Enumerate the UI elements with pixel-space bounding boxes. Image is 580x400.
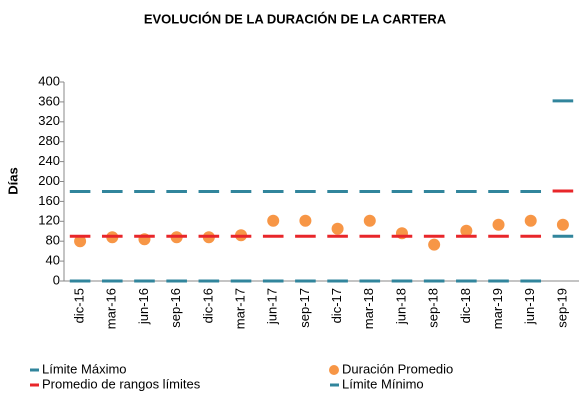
x-tick-label: mar-18 — [361, 288, 376, 329]
point — [460, 224, 473, 237]
point — [267, 214, 280, 227]
x-tick-label: sep-18 — [426, 288, 441, 328]
x-tick-label: dic-16 — [200, 288, 215, 323]
y-tick-label: 240 — [38, 153, 60, 168]
y-tick-label: 0 — [53, 272, 60, 287]
x-tick-label: jun-17 — [265, 288, 280, 325]
x-tick-label: mar-19 — [490, 288, 505, 329]
legend-label: Límite Mínimo — [342, 376, 424, 391]
y-tick-label: 40 — [46, 253, 60, 268]
x-tick-label: jun-18 — [393, 288, 408, 325]
point — [556, 218, 569, 231]
legend-label: Promedio de rangos límites — [42, 376, 201, 391]
chart-title: EVOLUCIÓN DE LA DURACIÓN DE LA CARTERA — [144, 11, 447, 26]
point — [299, 214, 312, 227]
x-tick-label: sep-16 — [168, 288, 183, 328]
x-tick-label: mar-17 — [232, 288, 247, 329]
point — [331, 222, 344, 235]
x-tick-label: jun-19 — [522, 288, 537, 325]
x-tick-label: dic-15 — [72, 288, 87, 323]
point — [428, 238, 441, 251]
point — [74, 235, 87, 248]
y-tick-label: 200 — [38, 173, 60, 188]
y-tick-label: 400 — [38, 73, 60, 88]
x-tick-label: sep-19 — [554, 288, 569, 328]
legend-marker — [329, 365, 339, 375]
y-axis-label: Días — [5, 167, 20, 194]
point — [492, 218, 505, 231]
y-tick-label: 160 — [38, 193, 60, 208]
y-tick-label: 280 — [38, 133, 60, 148]
y-tick-label: 120 — [38, 213, 60, 228]
x-tick-label: sep-17 — [297, 288, 312, 328]
y-tick-label: 80 — [46, 233, 60, 248]
x-tick-label: dic-17 — [329, 288, 344, 323]
legend-label: Duración Promedio — [342, 361, 453, 376]
y-tick-label: 360 — [38, 93, 60, 108]
legend-label: Límite Máximo — [42, 361, 127, 376]
y-tick-label: 320 — [38, 113, 60, 128]
x-tick-label: dic-18 — [458, 288, 473, 323]
x-tick-label: mar-16 — [104, 288, 119, 329]
point — [363, 214, 376, 227]
point — [524, 214, 537, 227]
x-tick-label: jun-16 — [136, 288, 151, 325]
